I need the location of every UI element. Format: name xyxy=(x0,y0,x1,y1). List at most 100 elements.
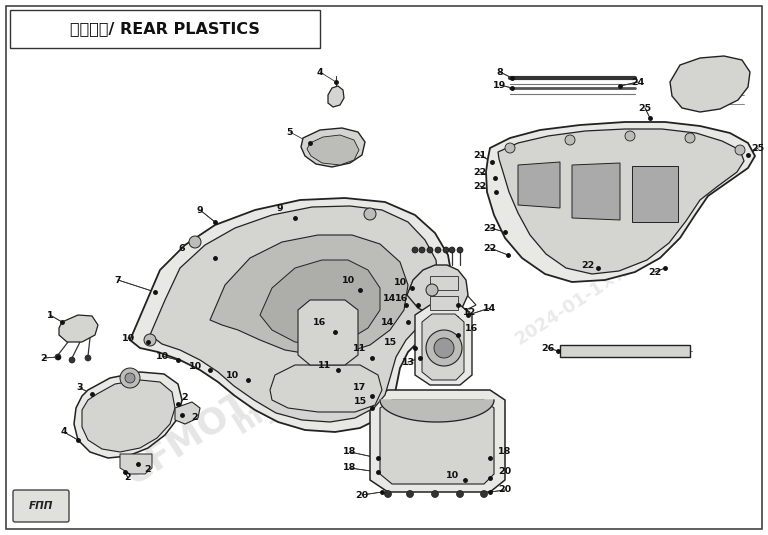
Circle shape xyxy=(55,354,61,360)
Circle shape xyxy=(69,357,75,363)
Polygon shape xyxy=(670,56,750,112)
Text: 7: 7 xyxy=(114,276,121,285)
Text: 20: 20 xyxy=(498,485,511,494)
Polygon shape xyxy=(74,372,182,458)
Circle shape xyxy=(364,208,376,220)
Text: 9: 9 xyxy=(197,205,204,215)
Text: 18: 18 xyxy=(498,447,511,456)
Text: 10: 10 xyxy=(121,333,134,342)
Text: 2024-01-1×:22: 2024-01-1×:22 xyxy=(512,251,647,348)
Circle shape xyxy=(449,247,455,253)
Polygon shape xyxy=(380,400,494,422)
Polygon shape xyxy=(175,402,200,424)
Polygon shape xyxy=(380,285,430,318)
Text: 22: 22 xyxy=(648,268,661,277)
Circle shape xyxy=(735,145,745,155)
Polygon shape xyxy=(307,135,359,165)
Polygon shape xyxy=(270,365,382,412)
Text: 11: 11 xyxy=(319,361,332,370)
Text: 20: 20 xyxy=(356,491,369,500)
Circle shape xyxy=(432,491,439,498)
Text: CFMOTO: CFMOTO xyxy=(118,369,282,492)
Polygon shape xyxy=(422,314,464,380)
Bar xyxy=(430,296,458,310)
Text: 10: 10 xyxy=(445,470,458,479)
Text: 22: 22 xyxy=(473,181,487,190)
Circle shape xyxy=(481,491,488,498)
Text: 26: 26 xyxy=(541,343,554,353)
Text: 2: 2 xyxy=(144,465,151,475)
Text: 14: 14 xyxy=(383,294,396,302)
Circle shape xyxy=(85,355,91,361)
Text: 15: 15 xyxy=(383,338,396,347)
Bar xyxy=(10,10,320,48)
Text: 19: 19 xyxy=(493,80,507,89)
Circle shape xyxy=(457,247,463,253)
Circle shape xyxy=(412,247,418,253)
Circle shape xyxy=(625,131,635,141)
Text: 8: 8 xyxy=(497,67,503,77)
Text: 13: 13 xyxy=(402,357,415,366)
Polygon shape xyxy=(407,265,468,315)
Circle shape xyxy=(426,284,438,296)
Text: 后塑料件/ REAR PLASTICS: 后塑料件/ REAR PLASTICS xyxy=(70,21,260,36)
Text: 9: 9 xyxy=(276,203,283,212)
FancyBboxPatch shape xyxy=(13,490,69,522)
Text: 22: 22 xyxy=(483,243,497,253)
Circle shape xyxy=(456,491,464,498)
Bar xyxy=(560,345,690,357)
Polygon shape xyxy=(486,122,755,282)
Text: 16: 16 xyxy=(465,324,478,332)
Text: 23: 23 xyxy=(483,224,497,233)
Polygon shape xyxy=(415,305,472,385)
Text: 14: 14 xyxy=(483,303,497,312)
Text: 24: 24 xyxy=(631,78,644,87)
Text: 1: 1 xyxy=(47,310,53,319)
Polygon shape xyxy=(120,454,152,474)
Text: 3: 3 xyxy=(77,384,83,393)
Polygon shape xyxy=(518,162,560,208)
Polygon shape xyxy=(59,315,98,342)
Text: 11: 11 xyxy=(353,343,366,353)
Text: 18: 18 xyxy=(343,463,356,472)
Text: 21: 21 xyxy=(473,150,487,159)
Circle shape xyxy=(685,133,695,143)
Polygon shape xyxy=(632,166,678,222)
Text: 18: 18 xyxy=(343,447,356,456)
Bar xyxy=(430,276,458,290)
Circle shape xyxy=(406,491,413,498)
Polygon shape xyxy=(498,129,744,274)
Polygon shape xyxy=(370,390,505,492)
Text: 2: 2 xyxy=(124,473,131,483)
Polygon shape xyxy=(301,128,365,167)
Circle shape xyxy=(505,143,515,153)
Text: 10: 10 xyxy=(342,276,355,285)
Polygon shape xyxy=(298,300,358,365)
Text: 16: 16 xyxy=(396,294,409,302)
Polygon shape xyxy=(572,163,620,220)
Text: 10: 10 xyxy=(188,362,201,371)
Polygon shape xyxy=(210,235,408,355)
Text: 4: 4 xyxy=(316,67,323,77)
Circle shape xyxy=(565,135,575,145)
Text: 10: 10 xyxy=(226,371,239,379)
Text: 22: 22 xyxy=(473,167,487,177)
Polygon shape xyxy=(150,206,438,422)
Text: 25: 25 xyxy=(751,143,765,152)
Bar xyxy=(430,336,458,350)
Circle shape xyxy=(385,491,392,498)
Polygon shape xyxy=(380,400,494,484)
Text: 15: 15 xyxy=(353,398,366,407)
Text: 22: 22 xyxy=(581,261,594,270)
Polygon shape xyxy=(328,86,344,107)
Circle shape xyxy=(427,247,433,253)
Text: 12: 12 xyxy=(463,308,477,317)
Text: 14: 14 xyxy=(382,317,395,326)
Text: 2: 2 xyxy=(182,394,188,402)
Text: 10: 10 xyxy=(155,351,168,361)
Polygon shape xyxy=(130,198,452,432)
Text: 25: 25 xyxy=(638,103,651,112)
Text: 10: 10 xyxy=(393,278,406,287)
Circle shape xyxy=(435,247,441,253)
Text: 2: 2 xyxy=(41,354,48,363)
